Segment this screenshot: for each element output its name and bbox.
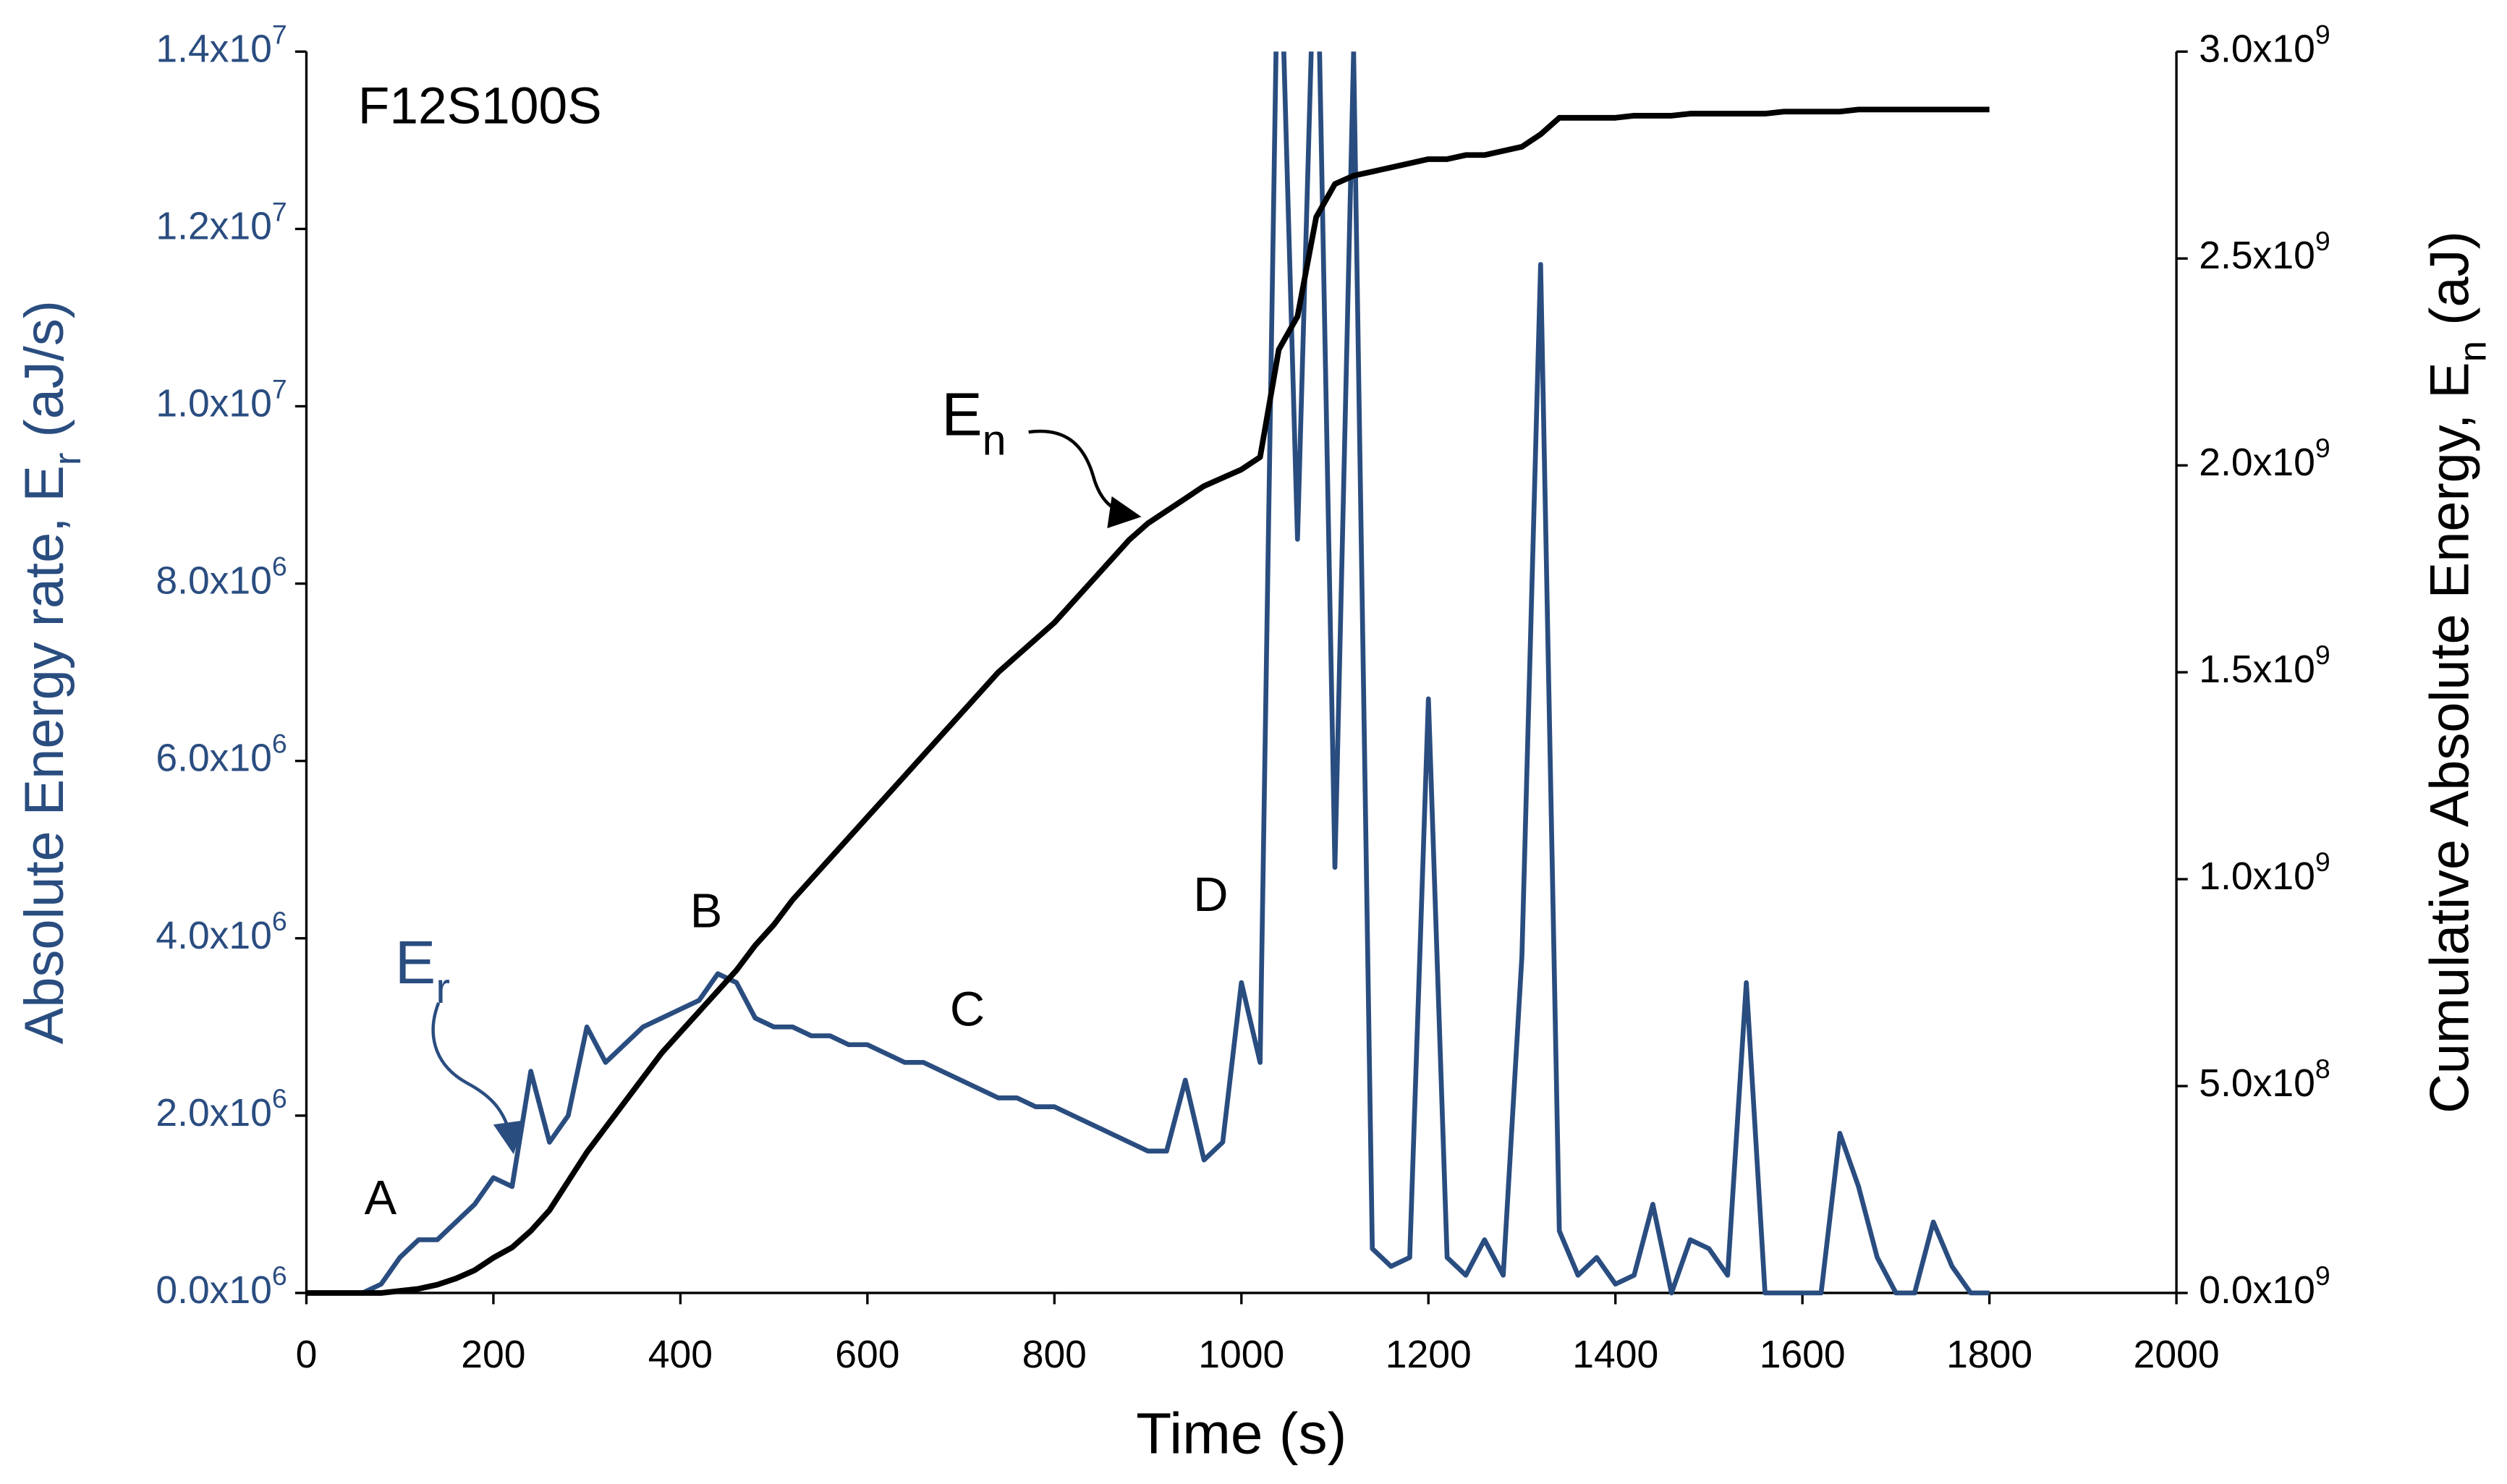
x-tick-label: 1200 <box>1386 1334 1472 1376</box>
y-tick-label: 1.4x107 <box>156 19 287 70</box>
x-tick-label: 1800 <box>1946 1334 2032 1376</box>
series-line <box>306 51 1990 1296</box>
x-tick-label: 800 <box>1022 1334 1087 1376</box>
en-arrow <box>1028 429 1142 529</box>
x-tick-label: 0 <box>296 1334 318 1376</box>
annotation: B <box>690 883 723 938</box>
x-tick-label: 1000 <box>1198 1334 1284 1376</box>
x-tick-label: 1600 <box>1760 1334 1846 1376</box>
y2-tick-label: 0.0x109 <box>2199 1260 2330 1312</box>
y-tick-label: 1.0x107 <box>156 373 287 425</box>
y-tick-label: 6.0x106 <box>156 729 287 780</box>
x-axis-label: Time (s) <box>1136 1401 1346 1466</box>
y-tick-label: 8.0x106 <box>156 551 287 602</box>
annotation: C <box>950 982 985 1036</box>
y-tick-label: 1.2x107 <box>156 196 287 247</box>
x-tick-label: 2000 <box>2134 1334 2220 1376</box>
x-tick-label: 600 <box>835 1334 899 1376</box>
plot-area <box>306 51 1990 1296</box>
x-tick-label: 400 <box>648 1334 713 1376</box>
y2-axis-label: Cumulative Absolute Energy, En (aJ) <box>2419 231 2493 1114</box>
annotation: F12S100S <box>358 77 602 135</box>
y2-tick-label: 1.0x109 <box>2199 847 2330 898</box>
y-tick-label: 0.0x106 <box>156 1260 287 1312</box>
er-arrow <box>431 1002 525 1155</box>
y-axis-label: Absolute Energy rate, Er (aJ/s) <box>14 300 88 1044</box>
annotation: Er <box>395 928 450 1012</box>
y-tick-label: 2.0x106 <box>156 1083 287 1135</box>
y2-tick-label: 3.0x109 <box>2199 19 2330 70</box>
x-tick-label: 200 <box>461 1334 525 1376</box>
annotation: D <box>1193 868 1228 922</box>
series-line <box>306 106 1990 1296</box>
annotation: En <box>941 380 1006 465</box>
y2-tick-label: 1.5x109 <box>2199 640 2330 691</box>
x-tick-label: 1400 <box>1572 1334 1658 1376</box>
y2-tick-label: 2.0x109 <box>2199 433 2330 484</box>
y2-tick-label: 2.5x109 <box>2199 226 2330 277</box>
y-tick-label: 4.0x106 <box>156 906 287 957</box>
annotation: A <box>365 1171 397 1225</box>
y2-tick-label: 5.0x108 <box>2199 1053 2330 1105</box>
